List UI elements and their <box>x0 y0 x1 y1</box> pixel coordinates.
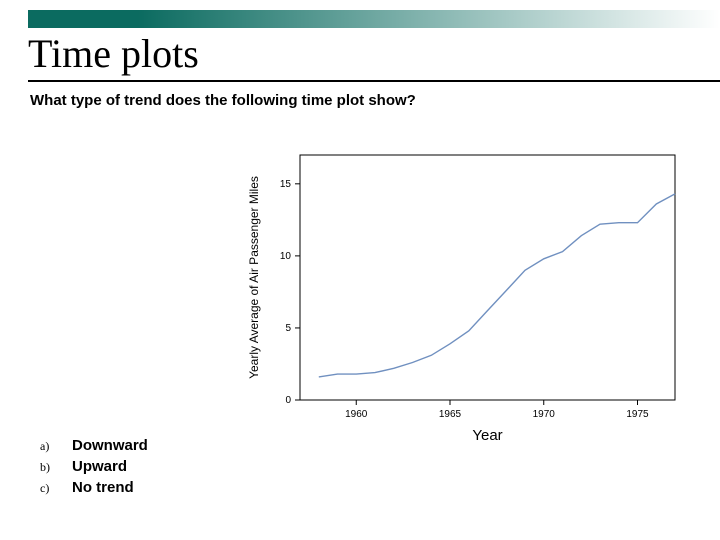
header-bar-gradient <box>138 10 720 28</box>
header-bar-solid <box>28 10 138 28</box>
answer-marker: a) <box>40 439 72 454</box>
svg-text:5: 5 <box>285 323 291 334</box>
svg-text:0: 0 <box>285 395 291 406</box>
answer-label: Upward <box>72 458 127 475</box>
svg-text:1965: 1965 <box>439 409 462 420</box>
answer-marker: b) <box>40 460 72 475</box>
answer-row: b) Upward <box>40 458 148 475</box>
page-title: Time plots <box>28 30 199 77</box>
svg-text:10: 10 <box>280 251 292 262</box>
time-plot-chart: 0 5 10 15 1960 1965 1970 1975 Year Yearly Average… <box>240 140 690 450</box>
answer-row: a) Downward <box>40 437 148 454</box>
answer-marker: c) <box>40 481 72 496</box>
answer-row: c) No trend <box>40 479 148 496</box>
svg-text:1970: 1970 <box>533 409 556 420</box>
answer-label: No trend <box>72 479 134 496</box>
chart-svg: 0 5 10 15 1960 1965 1970 1975 Year Yearly Average… <box>240 140 690 450</box>
svg-text:1975: 1975 <box>626 409 649 420</box>
title-underline <box>28 80 720 82</box>
svg-text:15: 15 <box>280 179 292 190</box>
answer-label: Downward <box>72 437 148 454</box>
header-bar <box>28 10 720 28</box>
svg-text:Year: Year <box>472 427 502 444</box>
svg-text:Yearly Average of Air Passenge: Yearly Average of Air Passenger Miles <box>247 176 261 379</box>
answer-list: a) Downward b) Upward c) No trend <box>40 437 148 500</box>
question-text: What type of trend does the following ti… <box>30 92 416 109</box>
svg-text:1960: 1960 <box>345 409 368 420</box>
